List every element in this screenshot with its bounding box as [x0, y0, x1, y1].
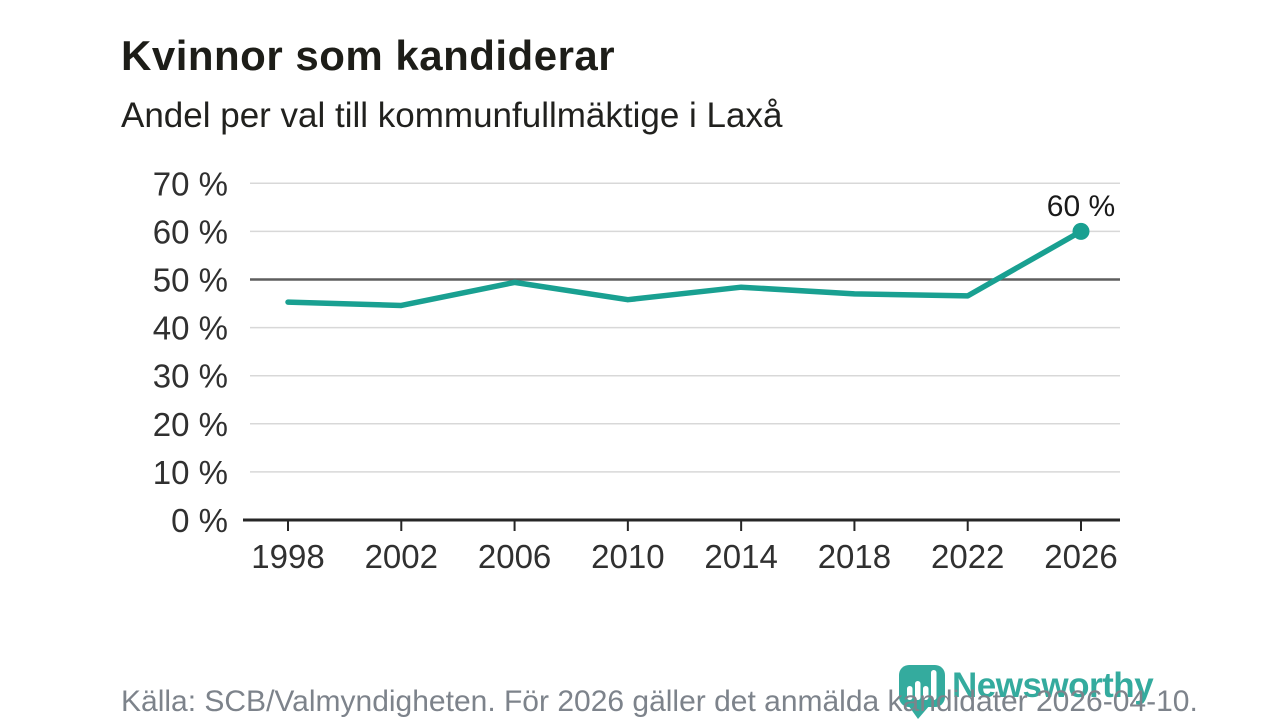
chart-subtitle: Andel per val till kommunfullmäktige i L…: [121, 96, 783, 135]
x-tick-label: 2018: [818, 538, 891, 575]
x-tick-label: 2006: [478, 538, 551, 575]
y-tick-label: 20 %: [153, 406, 228, 443]
x-tick-label: 2014: [704, 538, 777, 575]
y-tick-label: 0 %: [171, 502, 228, 539]
last-point: 60 %: [1047, 190, 1115, 240]
y-tick-label: 10 %: [153, 454, 228, 491]
x-axis: [243, 518, 1120, 531]
x-tick-label: 2002: [365, 538, 438, 575]
page-title: Kvinnor som kandiderar: [121, 32, 616, 80]
y-axis-labels: 0 % 10 % 20 % 30 % 40 % 50 % 60 % 70 %: [153, 165, 228, 539]
data-line: [285, 228, 1084, 309]
x-axis-labels: 1998 2002 2006 2010 2014 2018 2022 2026: [251, 538, 1117, 575]
x-tick-label: 1998: [251, 538, 324, 575]
source-note: Källa: SCB/Valmyndigheten. För 2026 gäll…: [121, 685, 1198, 718]
x-tick-label: 2026: [1044, 538, 1117, 575]
series: [285, 228, 1084, 309]
y-tick-label: 30 %: [153, 358, 228, 395]
data-point-label: 60 %: [1047, 190, 1115, 223]
y-tick-label: 60 %: [153, 213, 228, 250]
newsworthy-logo: Newsworthy: [897, 664, 1154, 720]
y-tick-label: 50 %: [153, 262, 228, 299]
newsworthy-pin-barchart-icon: [899, 665, 945, 719]
gridlines: [250, 182, 1120, 473]
x-tick-label: 2010: [591, 538, 664, 575]
y-tick-label: 70 %: [153, 165, 228, 202]
y-tick-label: 40 %: [153, 310, 228, 347]
newsworthy-wordmark: Newsworthy: [952, 666, 1154, 705]
data-point-marker: [1072, 222, 1090, 240]
x-tick-label: 2022: [931, 538, 1004, 575]
